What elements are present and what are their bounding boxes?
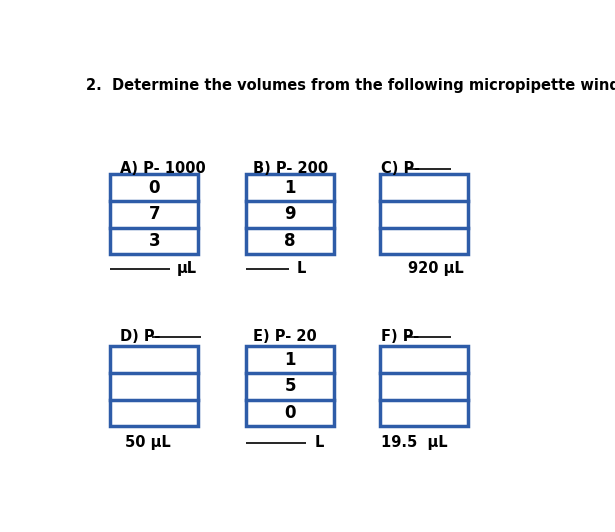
Bar xyxy=(110,174,199,254)
Text: C) P-: C) P- xyxy=(381,161,420,176)
Bar xyxy=(110,346,199,426)
Text: 5: 5 xyxy=(284,377,296,395)
Text: A) P- 1000: A) P- 1000 xyxy=(120,161,205,176)
Text: 1: 1 xyxy=(284,179,296,197)
Text: 7: 7 xyxy=(148,205,160,223)
Text: 19.5  μL: 19.5 μL xyxy=(381,435,448,450)
Bar xyxy=(379,346,468,426)
Text: 50 μL: 50 μL xyxy=(124,435,170,450)
Bar xyxy=(246,174,335,254)
Text: 0: 0 xyxy=(149,179,160,197)
Text: B) P- 200: B) P- 200 xyxy=(253,161,328,176)
Text: μL: μL xyxy=(177,261,197,276)
Text: 3: 3 xyxy=(148,232,160,250)
Text: 9: 9 xyxy=(284,205,296,223)
Text: E) P- 20: E) P- 20 xyxy=(253,329,317,344)
Text: 1: 1 xyxy=(284,351,296,369)
Bar xyxy=(246,346,335,426)
Text: L: L xyxy=(297,261,306,276)
Text: 920 μL: 920 μL xyxy=(408,261,464,276)
Text: 0: 0 xyxy=(284,404,296,422)
Text: 2.  Determine the volumes from the following micropipette window settings.: 2. Determine the volumes from the follow… xyxy=(86,78,615,93)
Text: 8: 8 xyxy=(284,232,296,250)
Text: F) P-: F) P- xyxy=(381,329,419,344)
Bar xyxy=(379,174,468,254)
Text: D) P-: D) P- xyxy=(120,329,160,344)
Text: L: L xyxy=(314,435,323,450)
